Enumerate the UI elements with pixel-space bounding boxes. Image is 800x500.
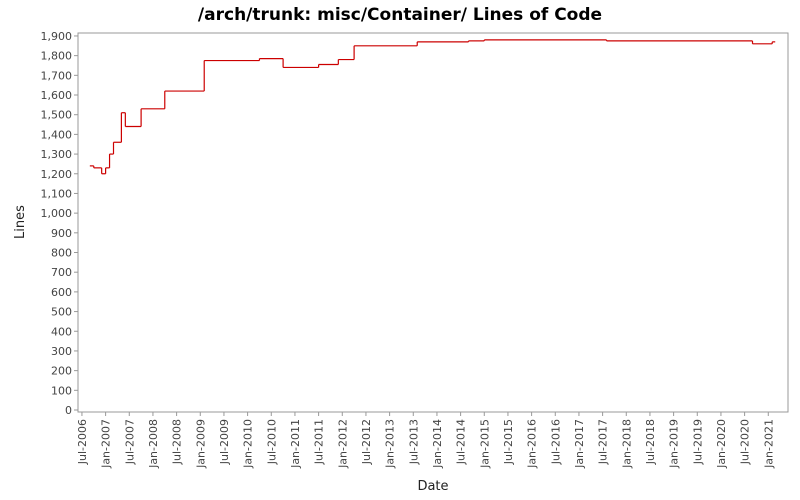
x-tick-label: Jul-2009 — [218, 419, 231, 465]
x-tick-label: Jan-2016 — [526, 419, 539, 469]
y-tick-label: 1,900 — [41, 30, 73, 43]
x-tick-label: Jul-2017 — [597, 419, 610, 465]
y-tick-label: 1,400 — [41, 128, 73, 141]
x-tick-label: Jul-2012 — [360, 419, 373, 465]
y-axis-label: Lines — [13, 205, 28, 239]
y-tick-label: 400 — [51, 325, 72, 338]
y-tick-label: 1,200 — [41, 168, 73, 181]
x-tick-label: Jan-2012 — [336, 419, 349, 469]
x-tick-label: Jul-2006 — [76, 419, 89, 465]
x-tick-label: Jan-2007 — [100, 419, 113, 469]
y-tick-label: 600 — [51, 286, 72, 299]
y-tick-label: 1,600 — [41, 89, 73, 102]
x-tick-label: Jul-2018 — [644, 419, 657, 465]
x-tick-label: Jan-2021 — [762, 419, 775, 469]
x-tick-label: Jul-2020 — [739, 419, 752, 465]
y-tick-label: 900 — [51, 227, 72, 240]
x-tick-label: Jul-2014 — [455, 419, 468, 465]
x-tick-label: Jan-2019 — [668, 419, 681, 469]
y-tick-label: 1,800 — [41, 50, 73, 63]
plot-area — [77, 32, 789, 413]
x-tick-label: Jan-2010 — [242, 419, 255, 469]
x-tick-label: Jul-2010 — [265, 419, 278, 465]
x-tick-label: Jan-2015 — [478, 419, 491, 469]
x-axis-label: Date — [417, 479, 448, 494]
chart-title: /arch/trunk: misc/Container/ Lines of Co… — [198, 5, 602, 25]
x-tick-label: Jul-2019 — [691, 419, 704, 465]
x-tick-label: Jan-2014 — [431, 419, 444, 469]
y-tick-label: 1,100 — [41, 187, 73, 200]
y-tick-label: 0 — [65, 404, 72, 417]
y-tick-label: 1,500 — [41, 109, 73, 122]
x-tick-label: Jul-2008 — [171, 419, 184, 465]
y-tick-label: 700 — [51, 266, 72, 279]
x-tick-label: Jul-2013 — [407, 419, 420, 465]
x-tick-label: Jan-2013 — [384, 419, 397, 469]
x-tick-label: Jul-2015 — [502, 419, 515, 465]
x-tick-label: Jan-2011 — [289, 419, 302, 469]
y-tick-label: 500 — [51, 306, 72, 319]
x-tick-label: Jan-2020 — [715, 419, 728, 469]
y-tick-label: 800 — [51, 247, 72, 260]
y-tick-label: 300 — [51, 345, 72, 358]
y-tick-label: 1,000 — [41, 207, 73, 220]
x-tick-label: Jul-2016 — [549, 419, 562, 465]
x-tick-label: Jan-2017 — [573, 419, 586, 469]
x-tick-label: Jul-2011 — [313, 419, 326, 465]
y-tick-label: 1,700 — [41, 69, 73, 82]
x-tick-label: Jul-2007 — [123, 419, 136, 465]
x-tick-label: Jan-2009 — [194, 419, 207, 469]
y-tick-label: 1,300 — [41, 148, 73, 161]
y-tick-label: 100 — [51, 384, 72, 397]
x-tick-label: Jan-2018 — [620, 419, 633, 469]
x-tick-label: Jan-2008 — [147, 419, 160, 469]
y-tick-label: 200 — [51, 365, 72, 378]
